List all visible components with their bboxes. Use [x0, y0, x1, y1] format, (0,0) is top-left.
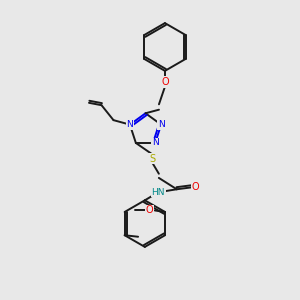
Text: S: S	[149, 154, 155, 164]
Text: O: O	[191, 182, 199, 192]
Text: N: N	[152, 139, 158, 148]
Text: HN: HN	[152, 188, 165, 197]
Text: N: N	[127, 120, 133, 129]
Text: O: O	[161, 77, 169, 87]
Text: O: O	[146, 206, 153, 215]
Text: N: N	[158, 120, 164, 129]
